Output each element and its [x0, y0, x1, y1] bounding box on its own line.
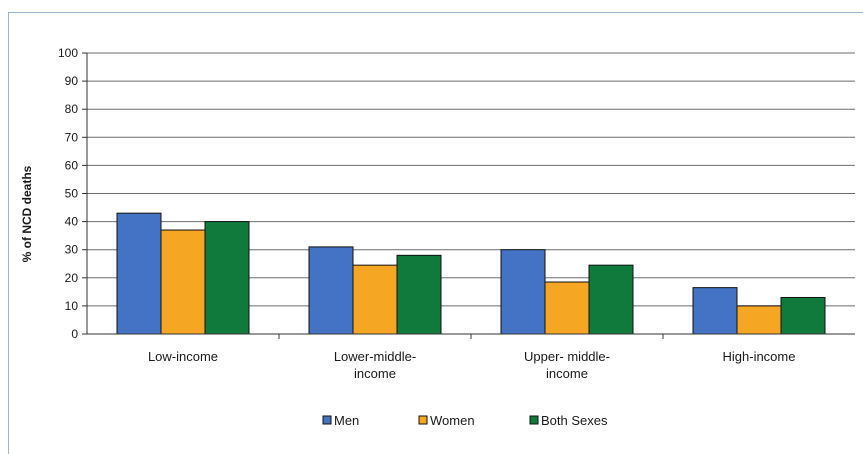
x-axis-categories: Low-income Lower-middle-income Upper- midd… — [148, 334, 796, 381]
bar-women — [736, 305, 782, 335]
bar-women — [352, 264, 398, 335]
legend-swatch — [322, 415, 332, 425]
y-axis-label: % of NCD deaths — [20, 165, 34, 262]
y-tick-label: 0 — [71, 327, 78, 341]
bar-women — [544, 281, 590, 335]
legend-label: Women — [430, 413, 475, 428]
bar-both-sexes — [780, 296, 826, 335]
legend-swatch — [529, 415, 539, 425]
legend-swatch — [418, 415, 428, 425]
y-tick-label: 60 — [65, 158, 79, 172]
legend-label: Both Sexes — [541, 413, 608, 428]
bar-men — [500, 249, 546, 335]
y-tick-label: 100 — [58, 46, 78, 60]
bar-both-sexes — [204, 221, 250, 335]
x-category-label: Low-income — [148, 349, 218, 364]
y-tick-label: 80 — [65, 102, 79, 116]
y-tick-label: 40 — [65, 215, 79, 229]
y-tick-label: 50 — [65, 187, 79, 201]
y-tick-label: 10 — [65, 299, 79, 313]
y-axis-ticks: 0 10 20 30 40 50 60 70 80 90 100 — [58, 46, 87, 341]
bar-men — [692, 287, 738, 335]
bar-both-sexes — [396, 254, 442, 335]
y-tick-label: 30 — [65, 243, 79, 257]
bar-men — [116, 212, 162, 335]
x-category-label: income — [354, 366, 396, 381]
bar-both-sexes — [588, 264, 634, 335]
bar-men — [308, 246, 354, 335]
x-category-label: Upper- middle- — [524, 349, 610, 364]
y-tick-label: 20 — [65, 271, 79, 285]
x-category-label: Lower-middle- — [334, 349, 416, 364]
x-category-label: income — [546, 366, 588, 381]
legend: Men Women Both Sexes — [322, 413, 608, 428]
bar-women — [160, 229, 206, 335]
bars — [116, 212, 826, 335]
legend-label: Men — [334, 413, 359, 428]
y-tick-label: 70 — [65, 130, 79, 144]
y-tick-label: 90 — [65, 74, 79, 88]
x-category-label: High-income — [723, 349, 796, 364]
